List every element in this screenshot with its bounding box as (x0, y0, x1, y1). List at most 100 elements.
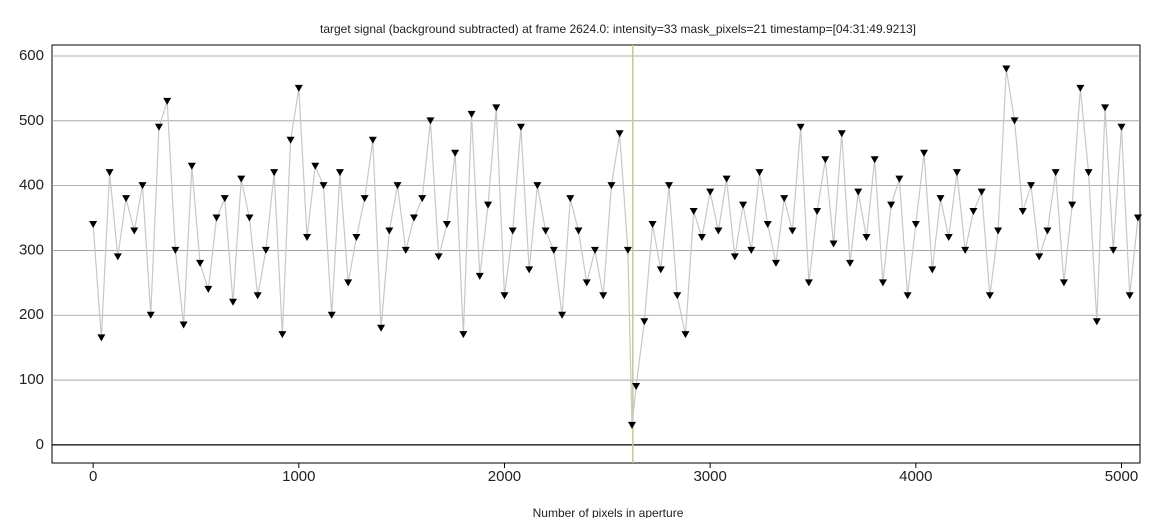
point-marker (648, 221, 657, 229)
y-tick-label: 300 (19, 241, 44, 258)
point-marker (632, 383, 641, 391)
point-marker (179, 321, 188, 329)
point-marker (426, 117, 435, 125)
series-line (92, 68, 1139, 426)
x-tick-label: 5000 (1105, 468, 1138, 485)
point-marker (344, 279, 353, 287)
point-marker (278, 331, 287, 339)
point-marker (623, 246, 632, 254)
point-marker (368, 136, 377, 144)
point-marker (270, 169, 279, 177)
point-marker (862, 233, 871, 241)
point-marker (401, 246, 410, 254)
point-marker (878, 279, 887, 287)
point-marker (813, 208, 822, 216)
point-marker (492, 104, 501, 112)
chart-title: target signal (background subtracted) at… (320, 22, 916, 36)
point-marker (237, 175, 246, 183)
point-marker (607, 182, 616, 190)
point-marker (434, 253, 443, 261)
point-marker (689, 208, 698, 216)
point-marker (1133, 214, 1142, 222)
point-marker (1084, 169, 1093, 177)
point-marker (936, 195, 945, 203)
y-tick-label: 600 (19, 47, 44, 64)
point-marker (558, 311, 567, 319)
point-marker (920, 149, 929, 157)
y-tick-label: 200 (19, 306, 44, 323)
point-marker (681, 331, 690, 339)
point-marker (516, 123, 525, 131)
point-marker (459, 331, 468, 339)
point-marker (541, 227, 550, 235)
point-marker (887, 201, 896, 209)
point-marker (1035, 253, 1044, 261)
point-marker (451, 149, 460, 157)
point-marker (928, 266, 937, 274)
point-marker (837, 130, 846, 138)
point-marker (204, 285, 213, 293)
point-marker (286, 136, 295, 144)
point-marker (484, 201, 493, 209)
point-marker (1117, 123, 1126, 131)
point-marker (171, 246, 180, 254)
point-marker (508, 227, 517, 235)
point-marker (105, 169, 114, 177)
point-marker (442, 221, 451, 229)
point-marker (574, 227, 583, 235)
point-marker (196, 259, 205, 267)
point-marker (1026, 182, 1035, 190)
point-marker (566, 195, 575, 203)
point-marker (1059, 279, 1068, 287)
point-marker (154, 123, 163, 131)
point-marker (187, 162, 196, 170)
point-marker (714, 227, 723, 235)
point-marker (903, 292, 912, 300)
point-marker (533, 182, 542, 190)
point-marker (228, 298, 237, 306)
point-marker (294, 84, 303, 92)
point-marker (327, 311, 336, 319)
point-marker (599, 292, 608, 300)
point-marker (335, 169, 344, 177)
point-marker (977, 188, 986, 196)
point-marker (475, 272, 484, 280)
point-marker (525, 266, 534, 274)
point-marker (582, 279, 591, 287)
point-marker (146, 311, 155, 319)
point-marker (706, 188, 715, 196)
point-marker (747, 246, 756, 254)
point-marker (220, 195, 229, 203)
point-marker (303, 233, 312, 241)
point-marker (780, 195, 789, 203)
point-marker (253, 292, 262, 300)
point-marker (854, 188, 863, 196)
point-marker (1101, 104, 1110, 112)
point-marker (870, 156, 879, 164)
point-marker (212, 214, 221, 222)
point-marker (952, 169, 961, 177)
point-marker (130, 227, 139, 235)
point-marker (722, 175, 731, 183)
point-marker (1043, 227, 1052, 235)
point-marker (319, 182, 328, 190)
x-tick-label: 0 (89, 468, 97, 485)
point-marker (697, 233, 706, 241)
point-marker (163, 97, 172, 105)
y-tick-label: 500 (19, 112, 44, 129)
point-marker (245, 214, 254, 222)
point-marker (804, 279, 813, 287)
point-marker (500, 292, 509, 300)
point-marker (846, 259, 855, 267)
point-marker (796, 123, 805, 131)
x-tick-label: 1000 (282, 468, 315, 485)
point-marker (122, 195, 131, 203)
point-marker (969, 208, 978, 216)
point-marker (1002, 65, 1011, 73)
point-marker (730, 253, 739, 261)
point-marker (763, 221, 772, 229)
point-marker (985, 292, 994, 300)
point-marker (615, 130, 624, 138)
point-marker (1018, 208, 1027, 216)
